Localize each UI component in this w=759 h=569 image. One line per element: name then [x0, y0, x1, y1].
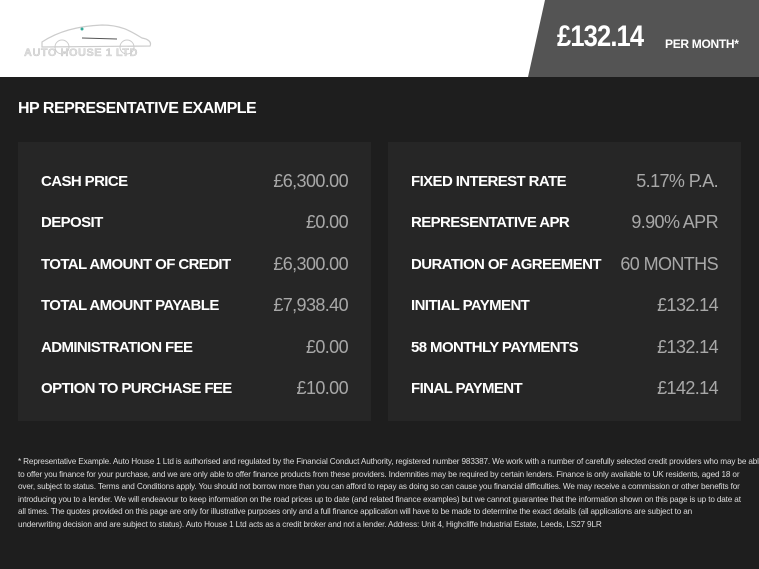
- finance-value: £10.00: [296, 377, 349, 398]
- finance-label: ADMINISTRATION FEE: [41, 338, 193, 356]
- right-finance-panel: FIXED INTEREST RATE 5.17% P.A. REPRESENTAT…: [388, 142, 741, 421]
- finance-row: DEPOSIT £0.00: [41, 211, 349, 232]
- per-month-label: PER MONTH*: [665, 37, 739, 51]
- finance-value: £142.14: [657, 377, 718, 398]
- finance-value: £132.14: [657, 336, 718, 357]
- disclaimer-line: underwriting decision and are subject to…: [18, 519, 602, 529]
- finance-value: £132.14: [657, 294, 718, 315]
- finance-row: REPRESENTATIVE APR 9.90% APR: [411, 211, 719, 232]
- price-panel: [528, 0, 759, 77]
- finance-value: 60 MONTHS: [620, 253, 718, 274]
- disclaimer: * Representative Example. Auto House 1 L…: [18, 456, 759, 532]
- finance-row: 58 MONTHLY PAYMENTS £132.14: [411, 336, 719, 357]
- finance-label: REPRESENTATIVE APR: [411, 213, 570, 231]
- finance-row: ADMINISTRATION FEE £0.00: [41, 336, 349, 357]
- disclaimer-line: * Representative Example. Auto House 1 L…: [18, 457, 759, 466]
- finance-row: TOTAL AMOUNT PAYABLE £7,938.40: [41, 294, 349, 315]
- disclaimer-line: to offer you finance for your purchase, …: [18, 469, 740, 479]
- disclaimer-line: introducing you to a lender. We will end…: [18, 494, 741, 504]
- left-finance-panel: CASH PRICE £6,300.00 DEPOSIT £0.00 TOTAL AMO…: [18, 142, 371, 421]
- finance-label: DURATION OF AGREEMENT: [411, 255, 602, 273]
- finance-label: OPTION TO PURCHASE FEE: [41, 379, 232, 397]
- finance-row: FIXED INTEREST RATE 5.17% P.A.: [411, 170, 719, 191]
- finance-label: TOTAL AMOUNT PAYABLE: [41, 296, 219, 314]
- finance-value: £6,300.00: [273, 170, 348, 191]
- finance-value: 5.17% P.A.: [636, 170, 718, 191]
- header: AUTO HOUSE 1 LTD £132.14 PER MONTH*: [0, 0, 759, 77]
- finance-value: 9.90% APR: [631, 211, 718, 232]
- page-title: HP REPRESENTATIVE EXAMPLE: [18, 100, 257, 117]
- car-logo-icon: [41, 24, 152, 55]
- finance-label: DEPOSIT: [41, 213, 103, 231]
- finance-label: FIXED INTEREST RATE: [411, 172, 567, 190]
- finance-row: TOTAL AMOUNT OF CREDIT £6,300.00: [41, 253, 349, 274]
- finance-row: DURATION OF AGREEMENT 60 MONTHS: [411, 253, 719, 274]
- finance-value: £0.00: [305, 336, 349, 357]
- finance-label: INITIAL PAYMENT: [411, 296, 530, 314]
- finance-value: £0.00: [305, 211, 349, 232]
- finance-row: FINAL PAYMENT £142.14: [411, 377, 719, 398]
- finance-value: £7,938.40: [273, 294, 348, 315]
- monthly-price: £132.14: [557, 20, 644, 53]
- finance-row: CASH PRICE £6,300.00: [41, 170, 349, 191]
- finance-row: OPTION TO PURCHASE FEE £10.00: [41, 377, 349, 398]
- disclaimer-line: over, subject to status. Terms and Condi…: [18, 482, 740, 492]
- finance-label: TOTAL AMOUNT OF CREDIT: [41, 255, 231, 273]
- finance-label: CASH PRICE: [41, 172, 128, 190]
- disclaimer-line: all times. The quotes provided on this p…: [18, 507, 693, 517]
- finance-row: INITIAL PAYMENT £132.14: [411, 294, 719, 315]
- finance-value: £6,300.00: [273, 253, 348, 274]
- finance-label: FINAL PAYMENT: [411, 379, 523, 397]
- finance-label: 58 MONTHLY PAYMENTS: [411, 338, 579, 356]
- logo-text: AUTO HOUSE 1 LTD: [24, 47, 138, 59]
